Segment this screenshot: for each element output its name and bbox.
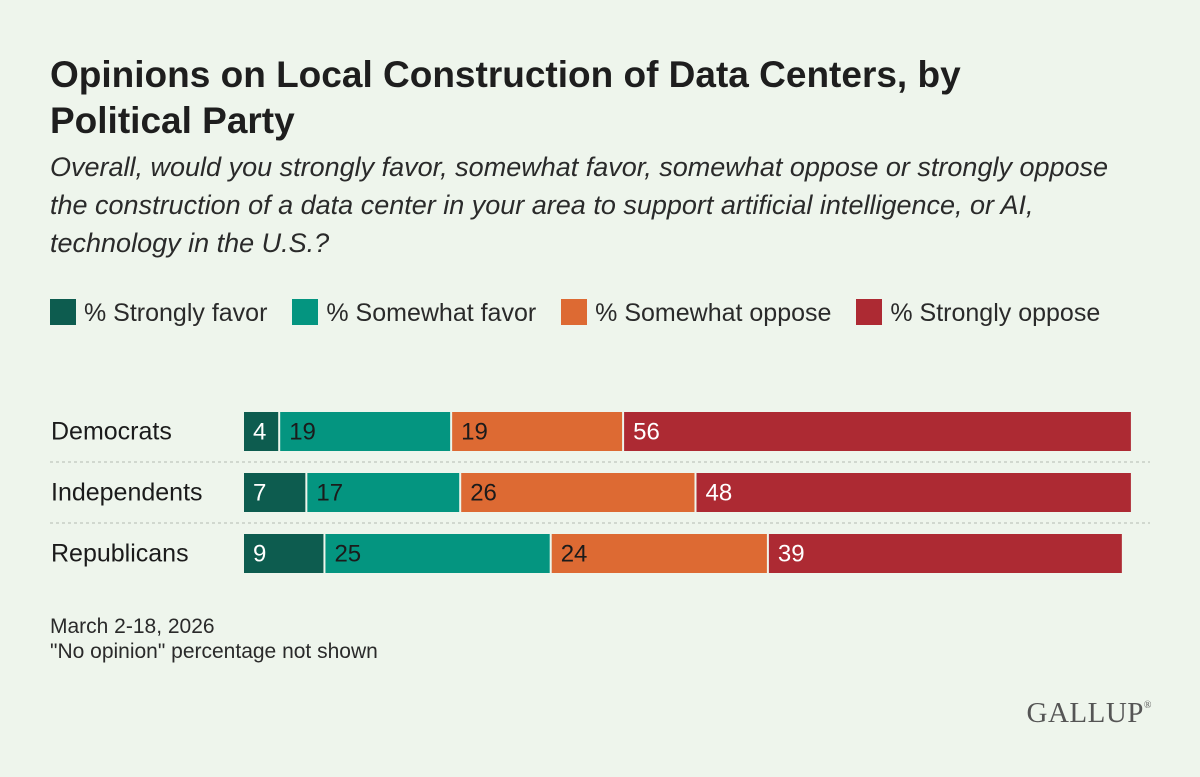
bar-segment	[244, 412, 279, 451]
data-label: 4	[253, 419, 266, 446]
legend-swatch	[561, 299, 588, 325]
chart-svg: Democrats 4 19 19 56 Independents 7 17 26 48 Repub…	[50, 412, 1150, 573]
chart-subtitle: Overall, would you strongly favor, somew…	[50, 152, 1109, 258]
bar-segment	[244, 473, 306, 512]
data-label: 24	[561, 541, 588, 568]
bar-segment	[280, 412, 451, 451]
data-label: 26	[470, 480, 497, 507]
category-label: Republicans	[51, 540, 189, 568]
data-label: 7	[253, 480, 266, 507]
bar-segment	[325, 534, 550, 573]
survey-date: March 2-18, 2026	[50, 615, 215, 638]
data-label: 48	[706, 480, 733, 507]
gallup-logo: GALLUP®	[1027, 697, 1153, 730]
legend-item-strongly-oppose: % Strongly oppose	[856, 299, 1100, 327]
category-label: Independents	[51, 479, 203, 507]
legend-item-strongly-favor: % Strongly favor	[50, 299, 267, 327]
bar-segment	[452, 412, 623, 451]
data-label: 17	[316, 480, 343, 507]
logo-text: GALLUP	[1026, 697, 1144, 729]
legend-label: % Strongly oppose	[890, 299, 1101, 327]
data-label: 56	[633, 419, 660, 446]
stacked-bar-chart: Democrats 4 19 19 56 Independents 7 17 26 48 Repub…	[0, 400, 1200, 600]
footnote: March 2-18, 2026 "No opinion" percentage…	[50, 614, 378, 664]
legend-label: % Somewhat oppose	[595, 299, 832, 327]
legend-label: % Strongly favor	[84, 299, 268, 327]
bar-segment	[461, 473, 695, 512]
bar-segment	[551, 534, 767, 573]
registered-mark: ®	[1143, 700, 1152, 711]
data-label: 39	[778, 541, 805, 568]
data-label: 25	[334, 541, 361, 568]
legend-swatch	[50, 299, 76, 325]
footnote-note: "No opinion" percentage not shown	[50, 640, 378, 663]
data-label: 19	[289, 419, 316, 446]
bar-segment	[244, 534, 324, 573]
bar-segment	[624, 412, 1131, 451]
legend-swatch	[292, 299, 319, 325]
data-label: 9	[253, 541, 266, 568]
legend-item-somewhat-oppose: % Somewhat oppose	[561, 299, 831, 327]
legend-label: % Somewhat favor	[326, 299, 537, 327]
legend-item-somewhat-favor: % Somewhat favor	[292, 299, 536, 327]
bar-segment	[307, 473, 460, 512]
legend-swatch	[856, 299, 883, 325]
bar-segment	[696, 473, 1131, 512]
chart-legend: % Strongly favor % Somewhat favor % Some…	[50, 294, 1150, 333]
chart-title: Opinions on Local Construction of Data C…	[50, 54, 961, 141]
data-label: 19	[461, 419, 488, 446]
category-label: Democrats	[51, 418, 172, 446]
bar-segment	[768, 534, 1122, 573]
